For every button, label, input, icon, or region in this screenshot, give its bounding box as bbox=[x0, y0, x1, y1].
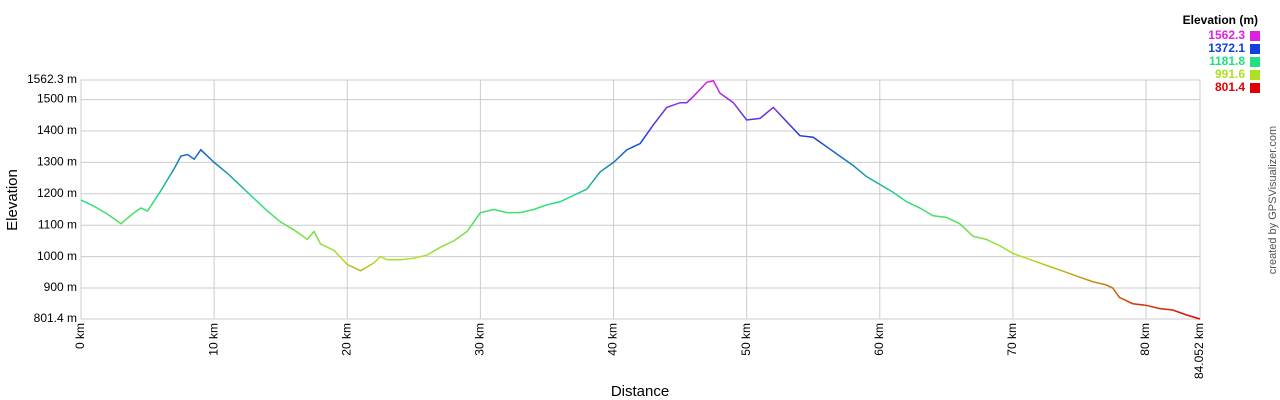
x-tick-label: 40 km bbox=[606, 323, 620, 356]
x-axis-title: Distance bbox=[611, 383, 669, 400]
x-tick-label: 50 km bbox=[739, 323, 753, 356]
legend-swatch bbox=[1250, 83, 1260, 93]
y-tick-label: 900 m bbox=[44, 280, 77, 294]
y-tick-label: 801.4 m bbox=[34, 311, 77, 325]
y-axis-title: Elevation bbox=[4, 169, 21, 231]
credit: created by GPSVisualizer.com bbox=[1267, 126, 1279, 274]
legend-swatch bbox=[1250, 70, 1260, 80]
y-tick-label: 1400 m bbox=[37, 123, 77, 137]
x-tick-label: 20 km bbox=[339, 323, 353, 356]
plot-area bbox=[80, 79, 1201, 320]
x-tick-label: 84.052 km bbox=[1192, 323, 1206, 379]
y-tick-label: 1562.3 m bbox=[27, 72, 77, 86]
legend-label: 991.6 bbox=[1215, 67, 1245, 81]
legend-label: 1562.3 bbox=[1208, 28, 1245, 42]
x-tick-label: 0 km bbox=[73, 323, 87, 349]
x-tick-label: 30 km bbox=[473, 323, 487, 356]
y-tick-label: 1200 m bbox=[37, 186, 77, 200]
y-tick-label: 1300 m bbox=[37, 155, 77, 169]
legend-label: 1372.1 bbox=[1208, 41, 1245, 55]
x-tick-label: 10 km bbox=[206, 323, 220, 356]
legend-swatch bbox=[1250, 44, 1260, 54]
legend-label: 1181.8 bbox=[1209, 54, 1245, 68]
legend-swatch bbox=[1250, 57, 1260, 67]
x-tick-label: 70 km bbox=[1005, 323, 1019, 356]
y-tick-label: 1500 m bbox=[37, 92, 77, 106]
legend-label: 801.4 bbox=[1215, 80, 1245, 94]
legend-title: Elevation (m) bbox=[1183, 13, 1258, 27]
x-tick-label: 80 km bbox=[1138, 323, 1152, 356]
y-tick-label: 1100 m bbox=[38, 217, 77, 231]
elevation-line bbox=[80, 79, 1201, 320]
legend-swatch bbox=[1250, 31, 1260, 41]
x-tick-label: 60 km bbox=[872, 323, 886, 356]
y-tick-label: 1000 m bbox=[37, 249, 77, 263]
